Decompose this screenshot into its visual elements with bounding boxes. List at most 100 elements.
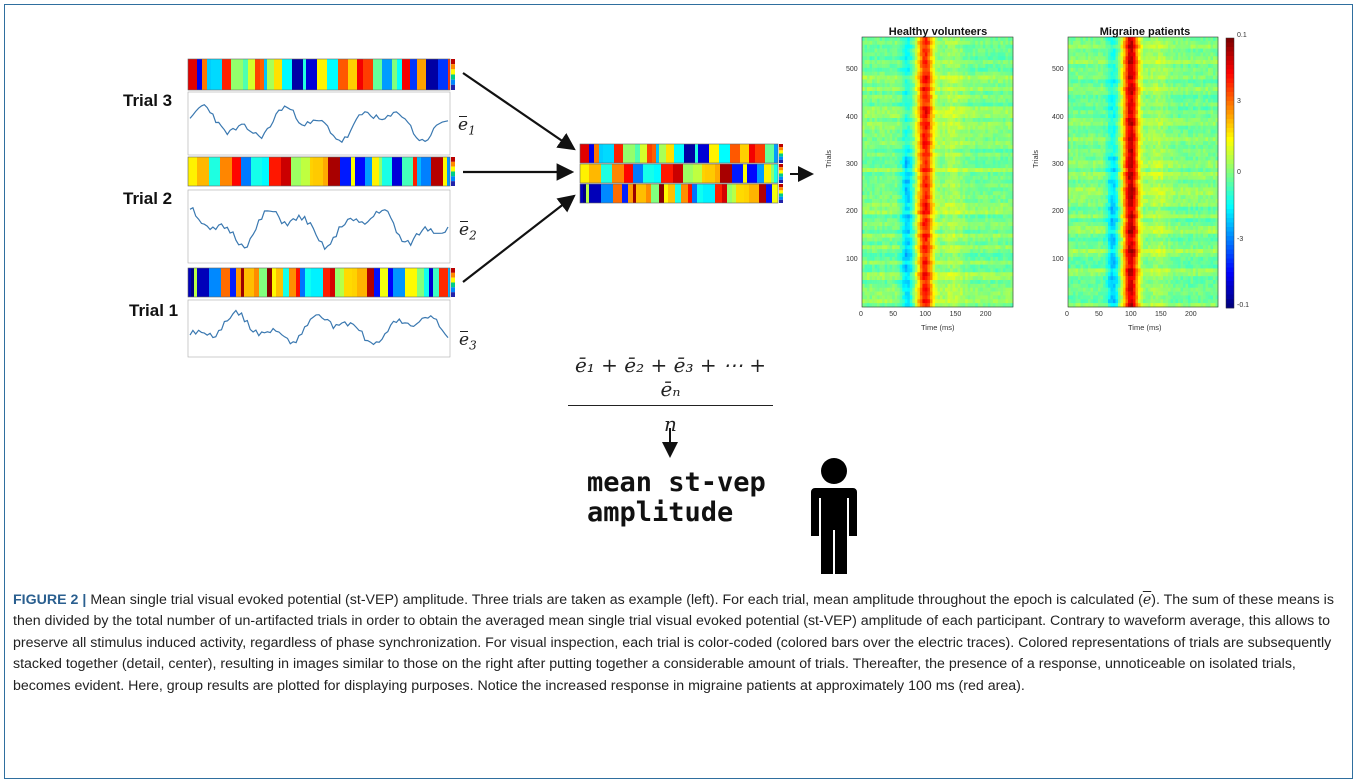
heatmap-cell bbox=[887, 133, 890, 138]
heatmap-cell bbox=[950, 237, 953, 242]
heatmap-cell bbox=[972, 226, 976, 231]
heatmap-cell bbox=[934, 40, 938, 46]
color-segment bbox=[740, 144, 749, 163]
heatmap-cell bbox=[970, 106, 974, 111]
heatmap-cell bbox=[967, 48, 971, 53]
heatmap-cell bbox=[937, 256, 941, 262]
heatmap-cell bbox=[897, 214, 901, 219]
heatmap-cell bbox=[1153, 52, 1156, 57]
heatmap-cell bbox=[892, 133, 896, 138]
heatmap-cell bbox=[1010, 121, 1014, 127]
heatmap-cell bbox=[945, 287, 948, 292]
heatmap-cell bbox=[977, 218, 981, 223]
heatmap-cell bbox=[1148, 44, 1151, 49]
heatmap-cell bbox=[904, 118, 908, 123]
heatmap-cell bbox=[975, 137, 979, 142]
mini-colorbar-cell bbox=[451, 272, 455, 278]
heatmap-cell bbox=[1193, 56, 1196, 61]
heatmap-cell bbox=[955, 303, 958, 308]
heatmap-cell bbox=[1198, 37, 1201, 42]
heatmap-cell bbox=[985, 241, 989, 246]
mini-colorbar-cell bbox=[779, 167, 783, 171]
heatmap-cell bbox=[975, 214, 979, 219]
heatmap-cell bbox=[957, 295, 961, 300]
heatmap-cell bbox=[955, 56, 958, 61]
heatmap-cell bbox=[970, 87, 974, 92]
heatmap-cell bbox=[982, 141, 986, 146]
heatmap-cell bbox=[1080, 37, 1084, 42]
heatmap-cell bbox=[1215, 52, 1219, 57]
heatmap-cell bbox=[987, 199, 991, 204]
heatmap-cell bbox=[987, 141, 991, 146]
heatmap-cell bbox=[945, 67, 948, 73]
heatmap-cell bbox=[967, 260, 971, 265]
heatmap-cell bbox=[904, 226, 908, 231]
heatmap-cell bbox=[937, 160, 941, 165]
heatmap-cell bbox=[907, 179, 911, 184]
heatmap-cell bbox=[882, 94, 885, 100]
heatmap-cell bbox=[975, 71, 979, 76]
heatmap-cell bbox=[945, 256, 948, 262]
heatmap-cell bbox=[869, 83, 873, 88]
heatmap-cell bbox=[914, 295, 918, 300]
color-segment bbox=[673, 164, 683, 183]
heatmap-cell bbox=[992, 141, 996, 146]
heatmap-cell bbox=[982, 106, 986, 111]
heatmap-cell bbox=[970, 172, 974, 177]
heatmap-cell bbox=[882, 264, 885, 269]
heatmap-cell bbox=[902, 222, 906, 227]
heatmap-cell bbox=[997, 52, 1001, 57]
heatmap-cell bbox=[972, 64, 976, 69]
heatmap-cell bbox=[867, 133, 870, 138]
heatmap-cell bbox=[1133, 48, 1136, 53]
heatmap-cell bbox=[960, 283, 963, 289]
heatmap-cell bbox=[934, 148, 938, 154]
heatmap-cell bbox=[997, 129, 1001, 134]
heatmap-cell bbox=[965, 102, 968, 107]
heatmap-cell bbox=[877, 172, 880, 177]
heatmap-cell bbox=[992, 183, 996, 188]
heatmap-cell bbox=[960, 118, 963, 123]
heatmap-cell bbox=[970, 91, 974, 96]
heatmap-cell bbox=[972, 133, 976, 138]
heatmap-cell bbox=[967, 83, 971, 88]
heatmap-cell bbox=[1120, 44, 1124, 49]
heatmap-cell bbox=[904, 37, 908, 42]
heatmap-cell bbox=[957, 253, 961, 258]
heatmap-cell bbox=[872, 118, 875, 123]
heatmap-cell bbox=[917, 222, 921, 227]
color-segment bbox=[656, 144, 659, 163]
heatmap-cell bbox=[917, 295, 921, 300]
heatmap-cell bbox=[955, 160, 958, 165]
heatmap-cell bbox=[879, 210, 883, 215]
heatmap-cell bbox=[937, 249, 941, 254]
heatmap-cell bbox=[1005, 287, 1009, 292]
heatmap-cell bbox=[1135, 37, 1139, 42]
heatmap-cell bbox=[960, 137, 963, 142]
heatmap-cell bbox=[917, 237, 921, 242]
heatmap-cell bbox=[1178, 40, 1181, 46]
heatmap-cell bbox=[874, 226, 878, 231]
heatmap-cell bbox=[937, 60, 941, 65]
heatmap-cell bbox=[1153, 40, 1156, 46]
heatmap-cell bbox=[934, 114, 938, 119]
heatmap-cell bbox=[977, 94, 981, 100]
heatmap-cell bbox=[1090, 67, 1094, 73]
heatmap-cell bbox=[882, 226, 885, 231]
heatmap-cell bbox=[1000, 75, 1004, 80]
heatmap-cell bbox=[884, 145, 888, 150]
heatmap-cell bbox=[914, 141, 918, 146]
heatmap-cell bbox=[1153, 48, 1156, 53]
heatmap-cell bbox=[982, 214, 986, 219]
heatmap-cell bbox=[864, 56, 868, 61]
heatmap-cell bbox=[1105, 56, 1109, 61]
heatmap-cell bbox=[932, 222, 936, 227]
heatmap-cell bbox=[942, 256, 946, 262]
heatmap-cell bbox=[874, 280, 878, 285]
heatmap-cell bbox=[1000, 64, 1004, 69]
heatmap-cell bbox=[934, 287, 938, 292]
heatmap-cell bbox=[987, 168, 991, 173]
heatmap-cell bbox=[877, 64, 880, 69]
heatmap-cell bbox=[904, 299, 908, 304]
heatmap-cell bbox=[955, 280, 958, 285]
